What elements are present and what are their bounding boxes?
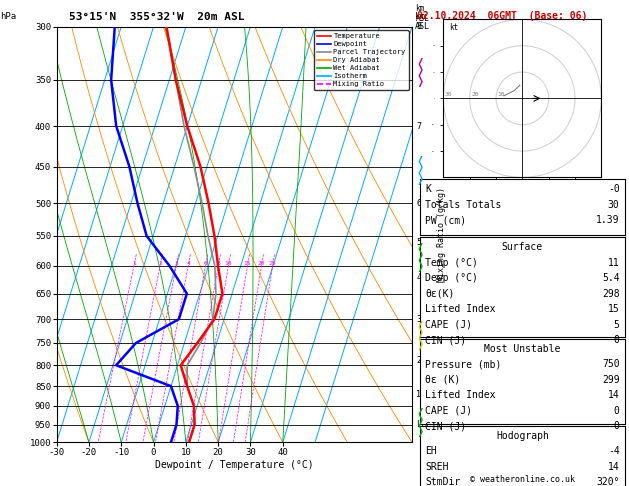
Text: PW (cm): PW (cm) xyxy=(425,215,466,226)
Text: Pressure (mb): Pressure (mb) xyxy=(425,359,501,369)
Text: 2: 2 xyxy=(158,261,162,266)
Text: 15: 15 xyxy=(244,261,251,266)
Text: EH: EH xyxy=(425,446,437,456)
Text: 320°: 320° xyxy=(596,477,620,486)
Text: 8: 8 xyxy=(416,22,421,31)
Text: km
ASL: km ASL xyxy=(415,12,430,31)
Text: 1.39: 1.39 xyxy=(596,215,620,226)
Text: θε(K): θε(K) xyxy=(425,289,455,299)
Text: km
ASL: km ASL xyxy=(416,4,430,22)
Text: 3: 3 xyxy=(416,314,421,324)
Text: 6: 6 xyxy=(204,261,208,266)
Text: 53°15'N  355°32'W  20m ASL: 53°15'N 355°32'W 20m ASL xyxy=(69,12,245,22)
Text: -4: -4 xyxy=(608,446,620,456)
Text: 30: 30 xyxy=(608,200,620,210)
Text: 5.4: 5.4 xyxy=(602,273,620,283)
Text: StmDir: StmDir xyxy=(425,477,460,486)
Text: 750: 750 xyxy=(602,359,620,369)
Text: 1: 1 xyxy=(416,390,421,399)
Text: 4: 4 xyxy=(186,261,190,266)
Text: Mixing Ratio (g/kg): Mixing Ratio (g/kg) xyxy=(437,187,446,282)
Text: 10: 10 xyxy=(498,92,505,97)
Text: 299: 299 xyxy=(602,375,620,385)
Text: 2: 2 xyxy=(416,356,421,365)
Text: 14: 14 xyxy=(608,462,620,472)
Text: 02.10.2024  06GMT  (Base: 06): 02.10.2024 06GMT (Base: 06) xyxy=(417,11,587,21)
Text: 15: 15 xyxy=(608,304,620,314)
Text: Totals Totals: Totals Totals xyxy=(425,200,501,210)
Text: Lifted Index: Lifted Index xyxy=(425,390,496,400)
Text: Dewp (°C): Dewp (°C) xyxy=(425,273,478,283)
Text: LCL: LCL xyxy=(416,420,431,429)
Text: -0: -0 xyxy=(608,184,620,194)
Text: 20: 20 xyxy=(258,261,265,266)
Text: Temp (°C): Temp (°C) xyxy=(425,258,478,268)
Text: © weatheronline.co.uk: © weatheronline.co.uk xyxy=(470,474,575,484)
Text: 6: 6 xyxy=(416,199,421,208)
Text: CIN (J): CIN (J) xyxy=(425,335,466,346)
Text: Hodograph: Hodograph xyxy=(496,431,549,441)
Text: hPa: hPa xyxy=(0,12,16,21)
Text: 5: 5 xyxy=(416,238,421,247)
Text: 0: 0 xyxy=(614,421,620,432)
Text: 7: 7 xyxy=(416,122,421,131)
X-axis label: Dewpoint / Temperature (°C): Dewpoint / Temperature (°C) xyxy=(155,460,314,469)
Text: K: K xyxy=(425,184,431,194)
Text: 0: 0 xyxy=(614,335,620,346)
Text: CIN (J): CIN (J) xyxy=(425,421,466,432)
Text: 11: 11 xyxy=(608,258,620,268)
Text: 4: 4 xyxy=(416,273,421,282)
Text: 3: 3 xyxy=(174,261,178,266)
Text: θε (K): θε (K) xyxy=(425,375,460,385)
Text: Lifted Index: Lifted Index xyxy=(425,304,496,314)
Text: 20: 20 xyxy=(471,92,479,97)
Text: kt: kt xyxy=(448,23,458,32)
Text: 1: 1 xyxy=(132,261,136,266)
Text: 10: 10 xyxy=(225,261,232,266)
Text: 5: 5 xyxy=(614,320,620,330)
Text: CAPE (J): CAPE (J) xyxy=(425,406,472,416)
Legend: Temperature, Dewpoint, Parcel Trajectory, Dry Adiabat, Wet Adiabat, Isotherm, Mi: Temperature, Dewpoint, Parcel Trajectory… xyxy=(314,30,408,90)
Text: CAPE (J): CAPE (J) xyxy=(425,320,472,330)
Text: Most Unstable: Most Unstable xyxy=(484,344,560,354)
Text: 25: 25 xyxy=(269,261,276,266)
Text: 14: 14 xyxy=(608,390,620,400)
Text: 0: 0 xyxy=(614,406,620,416)
Text: 8: 8 xyxy=(216,261,220,266)
Text: Surface: Surface xyxy=(502,242,543,252)
Text: 298: 298 xyxy=(602,289,620,299)
Text: 30: 30 xyxy=(445,92,452,97)
Text: SREH: SREH xyxy=(425,462,448,472)
